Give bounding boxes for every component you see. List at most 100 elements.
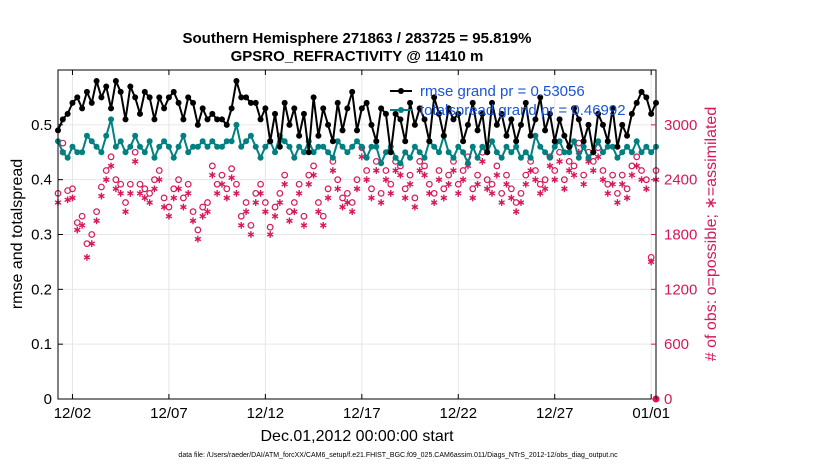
rmse-point bbox=[537, 94, 544, 101]
rmse-point bbox=[546, 110, 553, 117]
possible-obs-point bbox=[281, 171, 289, 179]
possible-obs-point bbox=[425, 180, 433, 188]
possible-obs-point bbox=[73, 219, 81, 227]
rmse-point bbox=[387, 149, 394, 156]
possible-obs-point bbox=[411, 194, 419, 202]
rmse-point bbox=[619, 121, 626, 128]
rmse-point bbox=[532, 116, 539, 123]
assimilated-obs-point bbox=[295, 189, 303, 197]
rmse-point bbox=[354, 127, 360, 134]
assimilated-obs-point bbox=[348, 208, 356, 216]
assimilated-obs-point bbox=[180, 203, 187, 211]
assimilated-obs-point bbox=[305, 180, 313, 188]
rmse-point bbox=[484, 149, 491, 156]
totalspread-point bbox=[624, 143, 631, 150]
possible-obs-point bbox=[541, 176, 549, 184]
possible-obs-point bbox=[522, 171, 530, 179]
rmse-point bbox=[455, 110, 462, 117]
rmse-point bbox=[575, 116, 582, 123]
totalspread-point bbox=[228, 138, 235, 145]
totalspread-point bbox=[325, 149, 332, 156]
assimilated-obs-point bbox=[107, 162, 115, 170]
possible-obs-point bbox=[401, 185, 409, 193]
assimilated-obs-point bbox=[204, 208, 211, 216]
totalspread-point bbox=[416, 149, 423, 156]
assimilated-obs-point bbox=[319, 221, 327, 229]
rmse-point bbox=[580, 138, 587, 145]
possible-obs-point bbox=[189, 208, 197, 216]
possible-obs-point bbox=[170, 185, 178, 193]
y2-tick-label: 1200 bbox=[664, 281, 697, 298]
rmse-point bbox=[199, 105, 206, 112]
rmse-point bbox=[382, 110, 389, 117]
possible-obs-point bbox=[228, 165, 236, 173]
possible-obs-point bbox=[623, 185, 631, 193]
assimilated-obs-point bbox=[271, 212, 279, 220]
possible-obs-point bbox=[324, 185, 332, 193]
rmse-point bbox=[349, 88, 356, 95]
assimilated-obs-point bbox=[315, 208, 322, 216]
totalspread-series bbox=[55, 116, 659, 167]
rmse-point bbox=[551, 138, 558, 145]
possible-obs-point bbox=[440, 185, 448, 193]
assimilated-obs-point bbox=[112, 185, 120, 193]
possible-obs-point bbox=[609, 171, 616, 179]
totalspread-point bbox=[546, 154, 553, 161]
totalspread-point bbox=[402, 149, 409, 156]
possible-obs-point bbox=[512, 199, 520, 206]
totalspread-point bbox=[368, 143, 375, 150]
rmse-point bbox=[117, 88, 124, 95]
rmse-point bbox=[136, 110, 143, 117]
totalspread-point bbox=[88, 138, 95, 145]
rmse-point bbox=[88, 99, 95, 106]
assimilated-obs-point bbox=[445, 180, 452, 188]
possible-obs-point bbox=[151, 176, 158, 184]
assimilated-obs-point bbox=[257, 189, 264, 197]
possible-obs-point bbox=[131, 148, 139, 156]
rmse-point bbox=[493, 121, 500, 128]
rmse-point bbox=[69, 99, 76, 106]
possible-obs-point bbox=[136, 180, 144, 188]
assimilated-obs-point bbox=[454, 189, 462, 197]
totalspread-point bbox=[382, 149, 389, 156]
possible-obs-point bbox=[430, 189, 438, 197]
possible-obs-point bbox=[633, 153, 641, 161]
assimilated-obs-point bbox=[532, 176, 539, 184]
totalspread-point bbox=[638, 149, 645, 156]
totalspread-point bbox=[479, 143, 486, 150]
totalspread-point bbox=[373, 143, 380, 150]
totalspread-point bbox=[238, 143, 245, 150]
possible-obs-point bbox=[112, 176, 120, 184]
rmse-point bbox=[170, 88, 177, 95]
assimilated-obs-point bbox=[633, 162, 641, 170]
x-tick-label: 12/17 bbox=[343, 405, 381, 422]
totalspread-point bbox=[136, 143, 143, 150]
assimilated-obs-point bbox=[483, 185, 491, 193]
legend-marker-rmse bbox=[398, 88, 404, 94]
possible-obs-point bbox=[353, 176, 361, 184]
rmse-point bbox=[233, 77, 240, 84]
rmse-point bbox=[238, 94, 245, 101]
rmse-point bbox=[469, 99, 476, 106]
assimilated-obs-point bbox=[329, 167, 337, 174]
totalspread-point bbox=[320, 143, 327, 150]
rmse-point bbox=[98, 94, 105, 101]
rmse-point bbox=[93, 77, 100, 84]
possible-obs-point bbox=[295, 180, 303, 188]
totalspread-point bbox=[329, 154, 336, 161]
assimilated-obs-point bbox=[117, 189, 125, 197]
assimilated-obs-point bbox=[382, 176, 390, 184]
assimilated-obs-point bbox=[310, 171, 317, 179]
assimilated-obs-point bbox=[262, 208, 269, 216]
totalspread-point bbox=[542, 149, 549, 156]
assimilated-obs-point bbox=[83, 253, 91, 261]
totalspread-point bbox=[199, 138, 206, 145]
totalspread-point bbox=[498, 154, 505, 161]
assimilated-obs-point bbox=[411, 203, 419, 211]
possible-obs-point bbox=[69, 185, 76, 193]
totalspread-point bbox=[257, 154, 264, 161]
legend-label-rmse: rmse grand pr = 0.53056 bbox=[420, 83, 585, 100]
rmse-point bbox=[440, 132, 447, 139]
rmse-point bbox=[209, 110, 216, 117]
assimilated-obs-point bbox=[623, 194, 631, 202]
